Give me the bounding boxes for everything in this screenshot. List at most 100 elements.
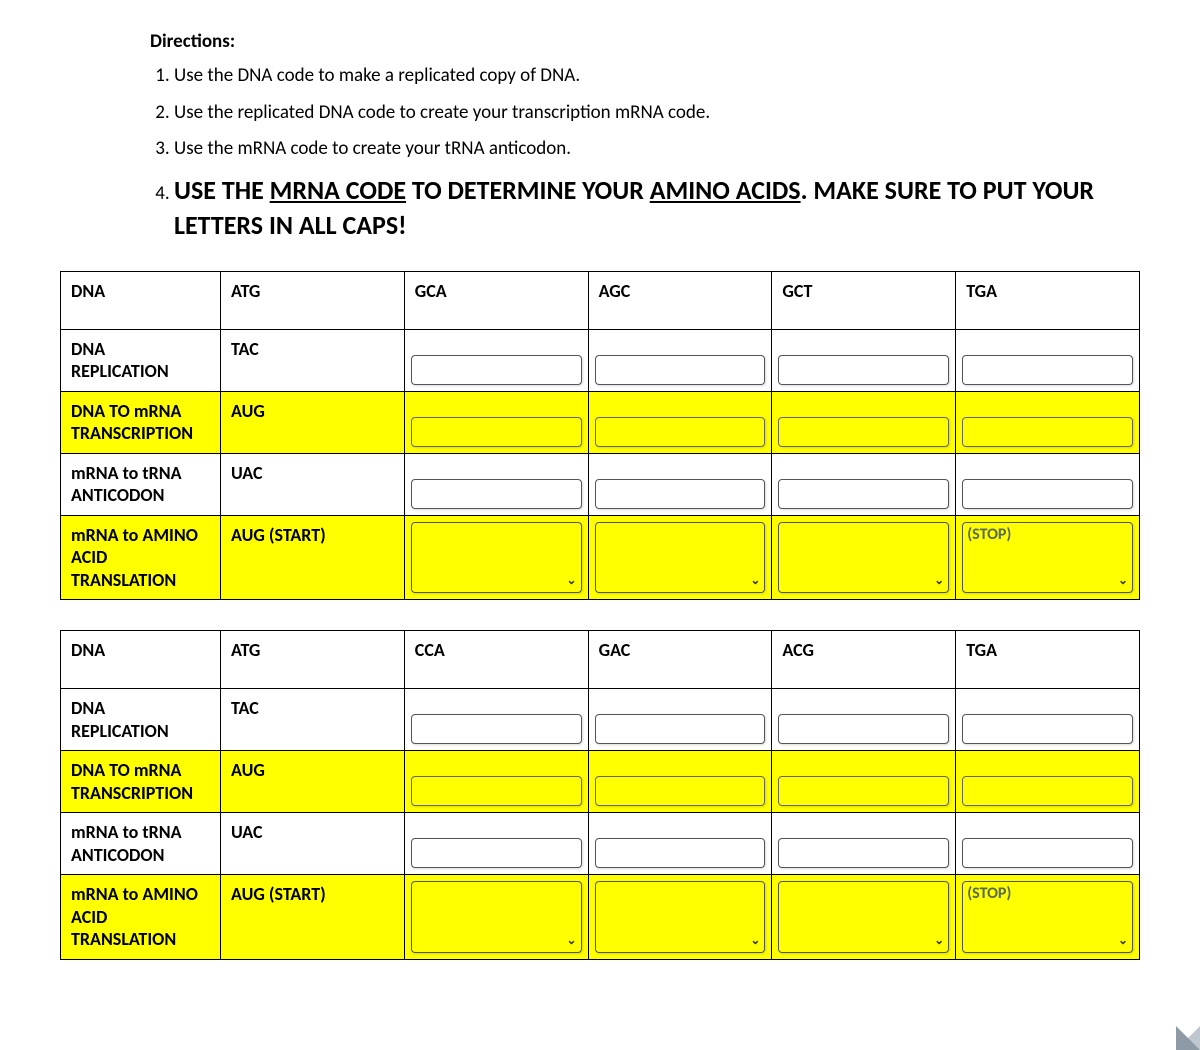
replication-input[interactable] (411, 714, 582, 744)
anticodon-input[interactable] (962, 479, 1133, 509)
table-row: mRNA to tRNAANTICODON UAC (61, 813, 1140, 875)
table-row: mRNA to AMINOACIDTRANSLATION AUG (START)… (61, 875, 1140, 960)
directions-step-3: Use the mRNA code to create your tRNA an… (174, 136, 1140, 163)
replication-input-cell (588, 689, 772, 751)
chevron-down-icon: ⌄ (750, 573, 760, 588)
dna-cell: GCT (772, 271, 956, 329)
dna-cell: AGC (588, 271, 772, 329)
replication-input-cell (772, 329, 956, 391)
translation-select[interactable]: ⌄ (411, 522, 582, 594)
translation-select[interactable]: ⌄ (778, 522, 949, 594)
translation-select[interactable]: ⌄ (595, 522, 766, 594)
transcription-input-cell (404, 751, 588, 813)
dna-cell: GCA (404, 271, 588, 329)
directions-step-4: USE THE MRNA CODE TO DETERMINE YOUR AMIN… (174, 173, 1140, 243)
replication-first: TAC (221, 689, 405, 751)
translation-select[interactable]: (STOP)⌄ (962, 881, 1133, 953)
worksheet-table-1: DNA ATG GCA AGC GCT TGA DNAREPLICATION T… (60, 271, 1140, 601)
directions-title: Directions: (150, 30, 1140, 53)
anticodon-input[interactable] (778, 479, 949, 509)
translation-select-cell: ⌄ (588, 515, 772, 600)
directions-step-1: Use the DNA code to make a replicated co… (174, 63, 1140, 90)
transcription-input[interactable] (962, 776, 1133, 806)
chevron-down-icon: ⌄ (750, 933, 760, 948)
worksheet-table-2: DNA ATG CCA GAC ACG TGA DNAREPLICATION T… (60, 630, 1140, 960)
dna-cell: GAC (588, 631, 772, 689)
step4-mid: TO DETERMINE YOUR (406, 174, 650, 206)
transcription-input[interactable] (778, 776, 949, 806)
anticodon-input[interactable] (595, 838, 766, 868)
transcription-input[interactable] (411, 417, 582, 447)
transcription-input[interactable] (962, 417, 1133, 447)
table-row: mRNA to tRNAANTICODON UAC (61, 453, 1140, 515)
anticodon-input[interactable] (411, 479, 582, 509)
translation-select-cell: ⌄ (772, 515, 956, 600)
step4-underline-2: AMINO ACIDS (650, 174, 801, 206)
transcription-input-cell (404, 391, 588, 453)
row-label-anticodon: mRNA to tRNAANTICODON (61, 453, 221, 515)
table-row: DNAREPLICATION TAC (61, 689, 1140, 751)
transcription-input-cell (588, 751, 772, 813)
transcription-input-cell (772, 751, 956, 813)
transcription-first: AUG (221, 751, 405, 813)
anticodon-input-cell (404, 453, 588, 515)
translation-select[interactable]: ⌄ (411, 881, 582, 953)
anticodon-input-cell (956, 813, 1140, 875)
translation-first: AUG (START) (221, 515, 405, 600)
replication-input[interactable] (962, 355, 1133, 385)
directions-step-2: Use the replicated DNA code to create yo… (174, 100, 1140, 127)
row-label-transcription: DNA TO mRNATRANSCRIPTION (61, 751, 221, 813)
transcription-input[interactable] (595, 776, 766, 806)
stop-placeholder: (STOP) (967, 525, 1118, 544)
chevron-down-icon: ⌄ (567, 933, 577, 948)
table-row: DNA ATG CCA GAC ACG TGA (61, 631, 1140, 689)
replication-input[interactable] (595, 714, 766, 744)
replication-input[interactable] (595, 355, 766, 385)
table-row: DNA TO mRNATRANSCRIPTION AUG (61, 391, 1140, 453)
anticodon-input[interactable] (962, 838, 1133, 868)
anticodon-input[interactable] (778, 838, 949, 868)
row-label-anticodon: mRNA to tRNAANTICODON (61, 813, 221, 875)
translation-select[interactable]: ⌄ (778, 881, 949, 953)
anticodon-input-cell (772, 453, 956, 515)
translation-select-cell: (STOP)⌄ (956, 515, 1140, 600)
replication-input[interactable] (962, 714, 1133, 744)
transcription-first: AUG (221, 391, 405, 453)
transcription-input-cell (588, 391, 772, 453)
transcription-input-cell (956, 751, 1140, 813)
row-label-replication: DNAREPLICATION (61, 329, 221, 391)
replication-input[interactable] (778, 714, 949, 744)
translation-select-cell: ⌄ (404, 515, 588, 600)
chevron-down-icon: ⌄ (934, 933, 944, 948)
translation-select[interactable]: (STOP)⌄ (962, 522, 1133, 594)
replication-input-cell (772, 689, 956, 751)
anticodon-first: UAC (221, 813, 405, 875)
anticodon-input[interactable] (411, 838, 582, 868)
worksheet-page: Directions: Use the DNA code to make a r… (0, 0, 1200, 1050)
step4-underline-1: MRNA CODE (270, 174, 406, 206)
row-label-translation: mRNA to AMINOACIDTRANSLATION (61, 515, 221, 600)
chevron-down-icon: ⌄ (934, 573, 944, 588)
dna-cell: ACG (772, 631, 956, 689)
translation-select-cell: ⌄ (588, 875, 772, 960)
table-row: DNA TO mRNATRANSCRIPTION AUG (61, 751, 1140, 813)
replication-input-cell (404, 329, 588, 391)
transcription-input[interactable] (778, 417, 949, 447)
replication-input-cell (588, 329, 772, 391)
row-label-dna: DNA (61, 631, 221, 689)
translation-first: AUG (START) (221, 875, 405, 960)
replication-input-cell (956, 689, 1140, 751)
anticodon-input-cell (772, 813, 956, 875)
transcription-input[interactable] (595, 417, 766, 447)
anticodon-input[interactable] (595, 479, 766, 509)
translation-select[interactable]: ⌄ (595, 881, 766, 953)
anticodon-input-cell (588, 813, 772, 875)
replication-input[interactable] (778, 355, 949, 385)
step4-prefix: USE THE (174, 174, 270, 206)
row-label-replication: DNAREPLICATION (61, 689, 221, 751)
anticodon-input-cell (404, 813, 588, 875)
dna-cell: TGA (956, 271, 1140, 329)
transcription-input-cell (772, 391, 956, 453)
transcription-input[interactable] (411, 776, 582, 806)
replication-input[interactable] (411, 355, 582, 385)
